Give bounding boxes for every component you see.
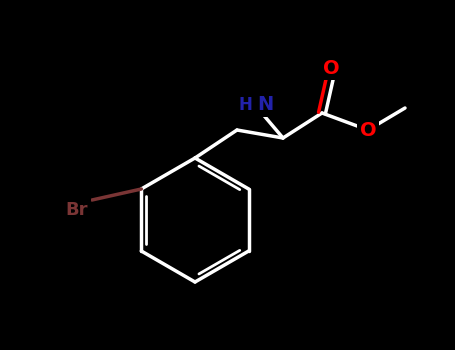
Text: Br: Br [66, 201, 88, 219]
Text: N: N [257, 96, 273, 114]
Text: O: O [360, 120, 376, 140]
Text: O: O [323, 58, 339, 77]
Text: H: H [238, 96, 252, 114]
Text: 2: 2 [253, 102, 262, 114]
